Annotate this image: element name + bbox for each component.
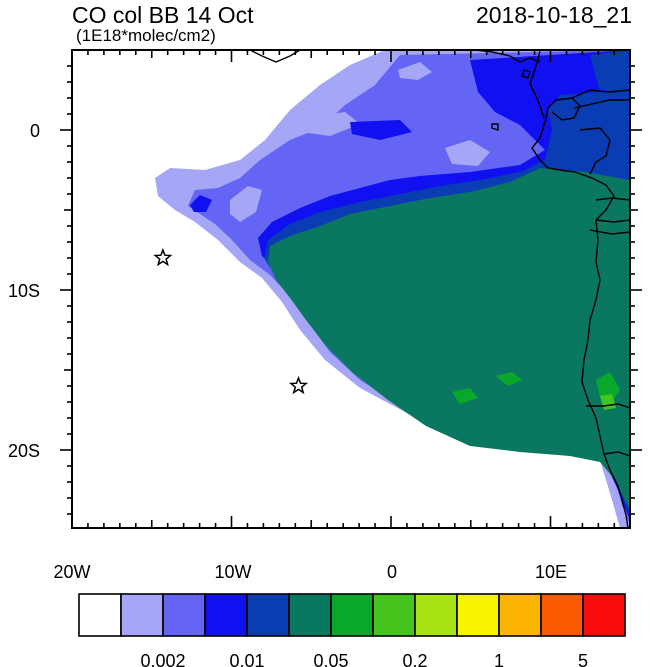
plume-light-patch-2 <box>300 112 360 136</box>
colorbar-swatch <box>162 593 206 637</box>
co-column-field <box>155 50 630 528</box>
plume-light-patch-3 <box>445 140 490 166</box>
colorbar-swatch <box>120 593 164 637</box>
plume-light-patch-1 <box>230 186 262 222</box>
coastline <box>249 50 630 528</box>
colorbar-label: 0.002 <box>140 651 185 667</box>
colorbar-swatch <box>498 593 542 637</box>
colorbar-label: 0.01 <box>229 651 264 667</box>
green-patch-1 <box>452 388 478 404</box>
x-tick-label: 20W <box>53 562 90 582</box>
colorbar-swatch <box>456 593 500 637</box>
plume-bright-patch-2 <box>350 120 412 140</box>
x-tick-label: 10W <box>214 562 251 582</box>
green-patch-3 <box>596 372 620 402</box>
star-marker-1 <box>153 247 173 267</box>
colorbar <box>78 593 626 637</box>
colorbar-swatch <box>540 593 584 637</box>
colorbar-swatch <box>330 593 374 637</box>
colorbar-swatch <box>372 593 416 637</box>
colorbar-label: 0.05 <box>313 651 348 667</box>
map-units: (1E18*molec/cm2) <box>76 26 216 45</box>
colorbar-swatch <box>78 593 122 637</box>
colorbar-swatch <box>582 593 626 637</box>
colorbar-swatch <box>204 593 248 637</box>
y-tick-label: 0 <box>30 121 40 141</box>
colorbar-swatch <box>414 593 458 637</box>
x-tick-label: 0 <box>387 562 397 582</box>
colorbar-label: 5 <box>578 651 588 667</box>
plume-dark-patch-1 <box>590 50 630 92</box>
plume-light-patch-4 <box>398 62 432 80</box>
plume-bright-patch-1 <box>190 195 212 212</box>
green-patch-2 <box>496 372 522 386</box>
plot-frame <box>71 49 631 529</box>
axis-ticks <box>60 50 642 528</box>
colorbar-swatch <box>246 593 290 637</box>
colorbar-label: 1 <box>494 651 504 667</box>
plume-level-5 <box>268 168 630 510</box>
station-markers <box>153 247 309 395</box>
y-tick-label: 20S <box>8 441 40 461</box>
colorbar-swatch <box>288 593 332 637</box>
x-tick-label: 10E <box>535 562 567 582</box>
map-title: CO col BB 14 Oct <box>72 2 254 28</box>
star-marker-2 <box>288 375 309 395</box>
colorbar-label: 0.2 <box>402 651 427 667</box>
map-timestamp: 2018-10-18_21 <box>475 2 632 28</box>
y-tick-label: 10S <box>8 281 40 301</box>
